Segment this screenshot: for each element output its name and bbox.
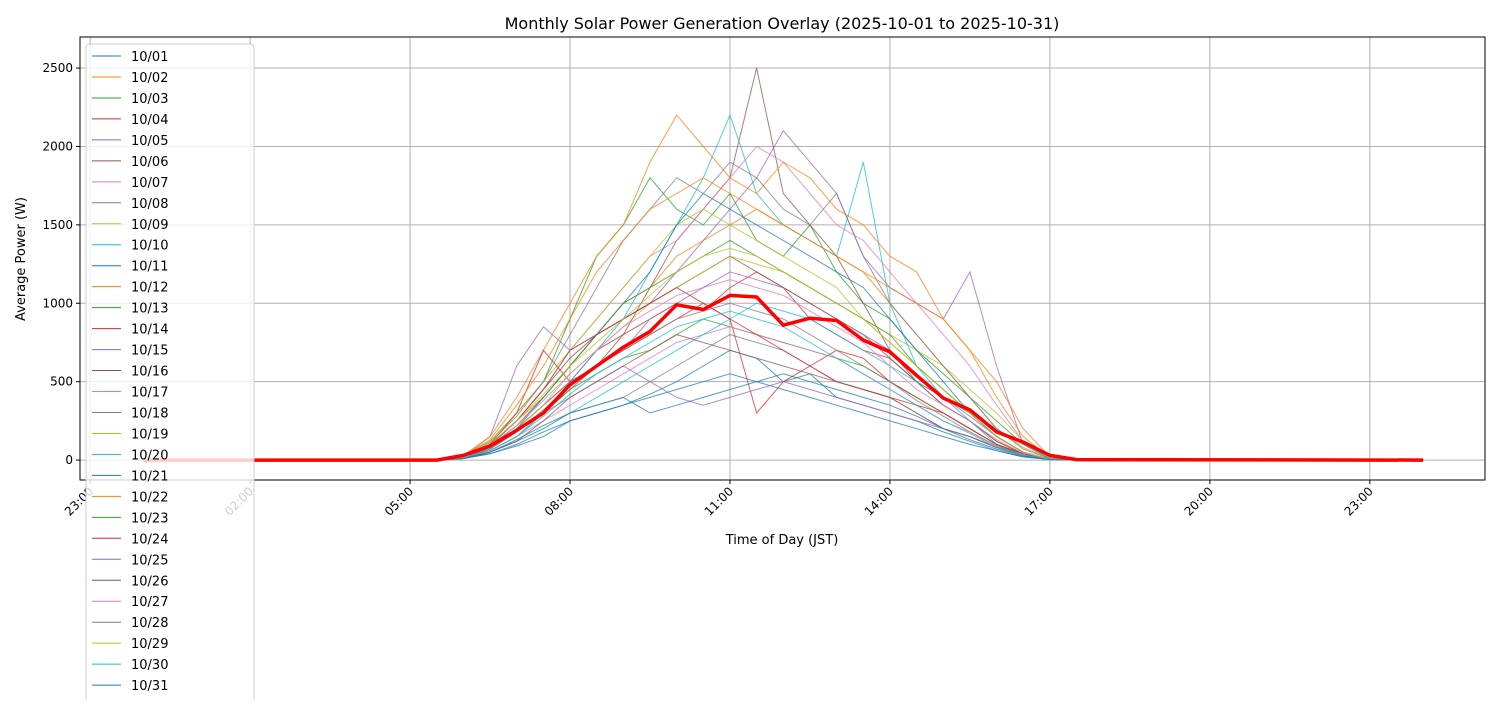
series-line-10-21: [143, 373, 1424, 461]
legend-label: 10/05: [131, 134, 168, 149]
legend: 10/01 10/02 10/03 10/04 10/05 10/06 10/07 10/08…: [85, 43, 255, 704]
x-tick-label: 23:00: [1342, 484, 1376, 518]
series-line-10-19: [143, 255, 1424, 461]
legend-label: 10/27: [131, 595, 168, 610]
legend-box: [85, 43, 255, 704]
legend-label: 10/04: [131, 113, 168, 128]
legend-label: 10/17: [131, 386, 168, 401]
legend-label: 10/11: [131, 260, 168, 275]
x-axis-label: Time of Day (JST): [725, 533, 839, 548]
y-tick-label: 1000: [42, 296, 73, 310]
y-tick-label: 500: [50, 375, 73, 389]
legend-label: 10/25: [131, 553, 168, 568]
grid: [80, 37, 1485, 480]
y-tick-label: 2000: [42, 139, 73, 153]
legend-label: 10/18: [131, 406, 168, 421]
series-line-10-02: [143, 208, 1424, 461]
mean-line: [143, 293, 1424, 462]
legend-label: 10/30: [131, 658, 168, 673]
series-line-10-01: [143, 349, 1424, 461]
legend-label: 10/06: [131, 155, 168, 170]
legend-label: 10/26: [131, 574, 168, 589]
legend-label: 10/21: [131, 469, 168, 484]
x-tick-label: 20:00: [1182, 484, 1216, 518]
series-line-10-08: [143, 334, 1424, 461]
series-line-10-29: [143, 247, 1424, 461]
x-axis: 23:0002:0005:0008:0011:0014:0017:0020:00…: [62, 480, 1376, 519]
legend-label: 10/16: [131, 365, 168, 380]
series-line-10-25: [143, 365, 1424, 461]
legend-label: 10/13: [131, 302, 168, 317]
y-axis: 0 500 1000 1500 2000 2500: [42, 61, 80, 467]
legend-label: 10/10: [131, 239, 168, 254]
chart-title: Monthly Solar Power Generation Overlay (…: [505, 14, 1060, 33]
legend-label: 10/24: [131, 532, 168, 547]
legend-label: 10/31: [131, 679, 168, 694]
legend-label: 10/23: [131, 511, 168, 526]
legend-label: 10/19: [131, 427, 168, 442]
legend-label: 10/20: [131, 448, 168, 463]
series-line-10-26: [143, 334, 1424, 461]
legend-label: 10/08: [131, 197, 168, 212]
legend-label: 10/22: [131, 490, 168, 505]
legend-label: 10/07: [131, 176, 168, 191]
series-lines: [143, 67, 1424, 462]
y-tick-label: 0: [65, 453, 73, 467]
series-line-10-31: [143, 373, 1424, 461]
legend-label: 10/03: [131, 92, 168, 107]
series-line-10-24: [143, 287, 1424, 461]
series-line-10-22: [143, 177, 1424, 461]
legend-label: 10/29: [131, 637, 168, 652]
x-tick-label: 17:00: [1022, 484, 1056, 518]
y-tick-label: 1500: [42, 218, 73, 232]
series-line-10-12: [143, 114, 1424, 461]
legend-label: 10/02: [131, 71, 168, 86]
series-line-10-06: [143, 67, 1424, 461]
x-tick-label: 14:00: [862, 484, 896, 518]
x-tick-label: 05:00: [382, 484, 416, 518]
series-line-10-27: [143, 279, 1424, 461]
series-line-10-09: [143, 208, 1424, 461]
y-axis-label: Average Power (W): [14, 197, 29, 321]
x-tick-label: 11:00: [702, 484, 736, 518]
legend-label: 10/01: [131, 50, 168, 65]
plot-frame: [79, 36, 1486, 481]
legend-label: 10/15: [131, 344, 168, 359]
series-line-10-30: [143, 310, 1424, 461]
legend-label: 10/28: [131, 616, 168, 631]
series-line-10-16: [143, 255, 1424, 461]
x-tick-label: 08:00: [542, 484, 576, 518]
legend-label: 10/14: [131, 323, 168, 338]
series-line-10-18: [143, 161, 1424, 461]
legend-label: 10/12: [131, 281, 168, 296]
legend-label: 10/09: [131, 218, 168, 233]
series-line-10-17: [143, 326, 1424, 461]
y-tick-label: 2500: [42, 61, 73, 75]
